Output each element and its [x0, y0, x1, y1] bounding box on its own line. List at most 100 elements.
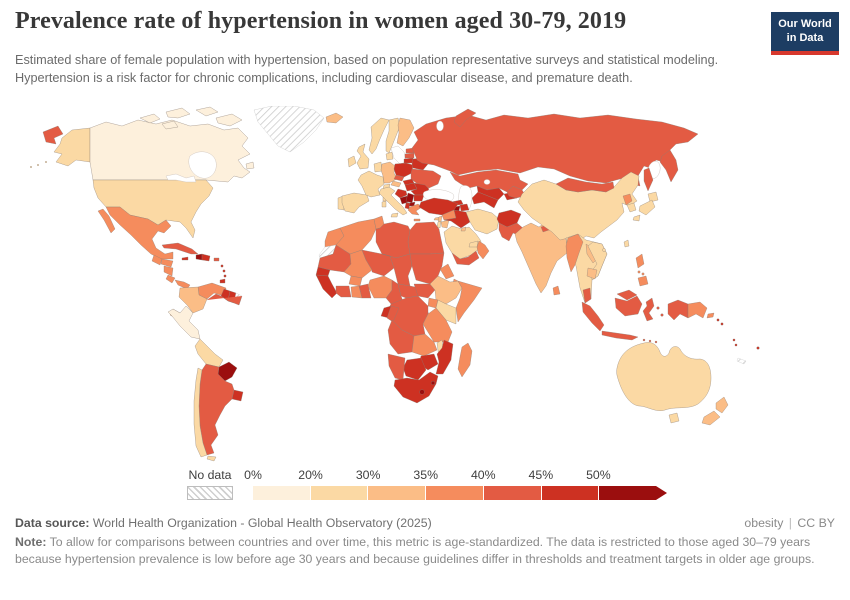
region-australia[interactable]	[616, 342, 712, 411]
region-chad[interactable]	[381, 253, 413, 287]
region-mexico[interactable]	[105, 206, 174, 260]
region-jordan[interactable]	[440, 219, 450, 229]
region-east-malaysia[interactable]	[616, 289, 638, 301]
region-taiwan[interactable]	[623, 239, 630, 248]
region-iceland[interactable]	[325, 112, 344, 124]
region-denmark[interactable]	[385, 151, 394, 161]
region-guinea-cluster[interactable]	[315, 274, 338, 299]
region-sakhalin[interactable]	[643, 167, 654, 192]
region-aleutians[interactable]	[44, 160, 48, 164]
region-japan-honshu[interactable]	[638, 199, 656, 216]
region-new-zealand-north[interactable]	[715, 396, 729, 414]
region-france[interactable]	[357, 170, 385, 198]
region-moluccas[interactable]	[656, 306, 660, 310]
region-peru[interactable]	[167, 305, 201, 340]
region-togo-benin[interactable]	[358, 283, 372, 299]
region-jamaica[interactable]	[181, 256, 189, 261]
region-austria[interactable]	[390, 180, 402, 188]
region-arctic-island[interactable]	[215, 113, 243, 127]
region-canada[interactable]	[89, 119, 251, 183]
region-greenland[interactable]	[253, 105, 325, 153]
region-aleutians[interactable]	[36, 163, 40, 167]
region-hainan[interactable]	[602, 248, 606, 252]
region-nusa-tenggara[interactable]	[654, 340, 658, 344]
region-nusa-tenggara[interactable]	[648, 339, 652, 343]
region-turkmenistan[interactable]	[471, 191, 499, 209]
region-dominican-republic[interactable]	[201, 253, 211, 262]
region-croatia[interactable]	[394, 188, 408, 199]
region-chukotka[interactable]	[42, 125, 64, 145]
region-arctic-island[interactable]	[161, 120, 179, 130]
region-myanmar[interactable]	[565, 233, 584, 273]
region-papua-new-guinea[interactable]	[687, 301, 708, 319]
region-sardinia[interactable]	[381, 200, 387, 208]
region-new-caledonia[interactable]	[736, 357, 747, 365]
region-sicily[interactable]	[390, 212, 399, 218]
region-ukraine[interactable]	[410, 168, 442, 189]
region-poland[interactable]	[393, 162, 414, 178]
region-spain[interactable]	[341, 192, 370, 214]
region-vanuatu[interactable]	[734, 343, 738, 347]
region-antilles[interactable]	[220, 264, 224, 268]
region-tanzania[interactable]	[422, 307, 453, 343]
region-south-sudan[interactable]	[413, 283, 436, 299]
region-antilles[interactable]	[223, 274, 227, 278]
region-new-zealand-south[interactable]	[701, 410, 721, 426]
region-cambodia[interactable]	[586, 267, 598, 280]
region-chile[interactable]	[193, 367, 208, 458]
region-tasmania[interactable]	[668, 412, 680, 424]
region-greece[interactable]	[407, 203, 423, 216]
region-bulgaria[interactable]	[413, 194, 425, 202]
region-uae[interactable]	[468, 240, 479, 248]
region-antilles[interactable]	[222, 269, 226, 273]
legend-color-bar[interactable]	[253, 486, 657, 500]
region-philippines-mindanao[interactable]	[637, 275, 649, 287]
region-alaska[interactable]	[53, 127, 91, 167]
region-arctic-island[interactable]	[139, 113, 161, 124]
region-czechia[interactable]	[393, 174, 405, 182]
region-colombia[interactable]	[178, 286, 208, 314]
region-iran[interactable]	[465, 208, 500, 235]
region-lithuania[interactable]	[403, 157, 414, 164]
region-algeria[interactable]	[335, 218, 377, 255]
region-solomon-islands[interactable]	[716, 318, 720, 322]
region-sumatra[interactable]	[581, 301, 605, 332]
region-burkina-faso[interactable]	[348, 275, 363, 287]
region-baja[interactable]	[97, 208, 116, 234]
region-japan-kyushu[interactable]	[632, 214, 641, 222]
region-arctic-island[interactable]	[165, 107, 191, 119]
region-philippines-luzon[interactable]	[635, 253, 645, 269]
region-costarica[interactable]	[165, 274, 176, 284]
region-crete[interactable]	[413, 218, 421, 222]
no-data-swatch[interactable]	[187, 486, 233, 500]
region-finland[interactable]	[396, 117, 415, 147]
region-israel[interactable]	[436, 220, 442, 229]
region-south-korea[interactable]	[626, 202, 637, 213]
region-honduras[interactable]	[160, 258, 174, 268]
region-guatemala[interactable]	[151, 254, 163, 266]
region-malaysia[interactable]	[582, 287, 592, 304]
region-japan-hokkaido[interactable]	[647, 191, 659, 203]
region-mozambique[interactable]	[435, 339, 454, 375]
region-zambia[interactable]	[411, 333, 438, 357]
region-kamchatka[interactable]	[659, 149, 679, 183]
region-philippines-visayas[interactable]	[641, 272, 645, 276]
region-fiji[interactable]	[756, 346, 760, 350]
region-serbia[interactable]	[405, 192, 415, 204]
region-arctic-island[interactable]	[195, 106, 219, 117]
region-eswatini[interactable]	[430, 380, 436, 386]
region-botswana[interactable]	[402, 357, 427, 381]
region-haiti[interactable]	[195, 253, 203, 261]
region-benelux[interactable]	[373, 161, 383, 173]
owid-logo[interactable]: Our World in Data	[771, 12, 839, 55]
region-brazil[interactable]	[206, 293, 243, 306]
region-solomon-islands[interactable]	[720, 322, 724, 326]
region-latvia[interactable]	[404, 152, 415, 159]
region-cuba[interactable]	[161, 242, 199, 255]
attribution[interactable]: obesity | CC BY	[744, 516, 835, 530]
region-nusa-tenggara[interactable]	[642, 338, 646, 342]
region-namibia[interactable]	[387, 353, 406, 381]
region-kuwait[interactable]	[460, 226, 467, 232]
region-russia[interactable]	[411, 113, 699, 187]
region-aleutians[interactable]	[29, 165, 33, 169]
